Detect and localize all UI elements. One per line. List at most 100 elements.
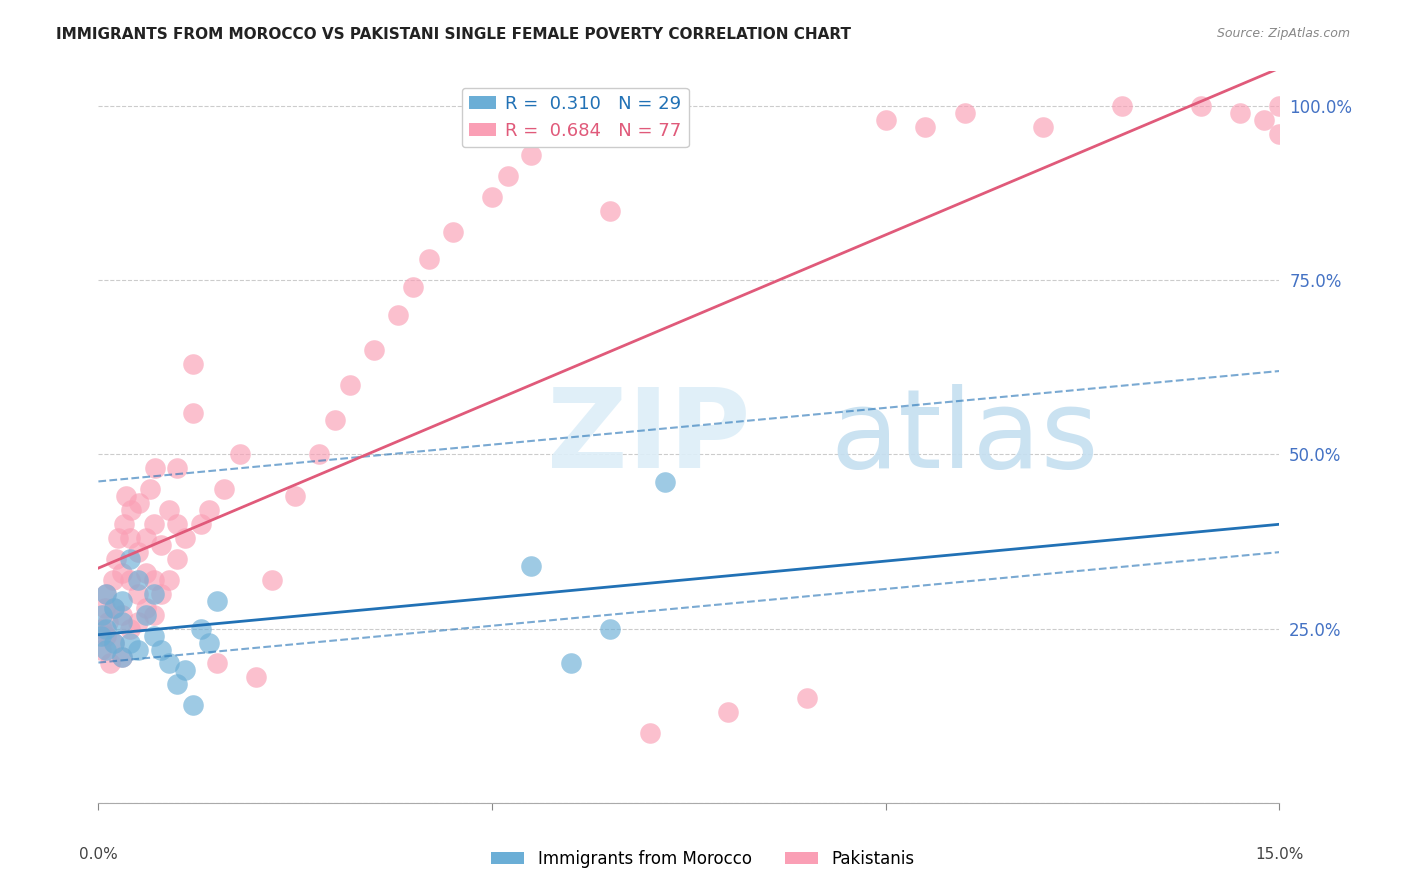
Point [103,600,125,615]
Point [111,649,134,664]
Point [418,252,440,267]
Point [1032,120,1054,134]
Point [127,573,149,587]
Point [190,517,212,532]
Point [560,657,582,671]
Point [135,531,157,545]
Point [127,587,149,601]
Point [260,573,283,587]
Text: IMMIGRANTS FROM MOROCCO VS PAKISTANI SINGLE FEMALE POVERTY CORRELATION CHART: IMMIGRANTS FROM MOROCCO VS PAKISTANI SIN… [56,27,851,42]
Point [118,622,141,636]
Point [118,573,141,587]
Point [142,587,165,601]
Point [103,635,125,649]
Point [496,169,519,183]
Point [135,600,157,615]
Point [91,607,114,622]
Point [135,566,157,580]
Point [142,573,165,587]
Text: Source: ZipAtlas.com: Source: ZipAtlas.com [1216,27,1350,40]
Point [101,573,124,587]
Point [599,203,621,218]
Point [205,594,228,608]
Legend: R =  0.310   N = 29, R =  0.684   N = 77: R = 0.310 N = 29, R = 0.684 N = 77 [461,87,689,147]
Point [560,127,582,141]
Point [205,657,228,671]
Point [103,600,125,615]
Point [143,461,166,475]
Point [142,607,165,622]
Point [91,622,114,636]
Point [953,106,976,120]
Point [166,517,188,532]
Point [1268,127,1291,141]
Text: atlas: atlas [831,384,1099,491]
Point [1229,106,1251,120]
Point [128,496,150,510]
Point [599,622,621,636]
Point [90,642,112,657]
Point [717,705,740,719]
Text: 15.0%: 15.0% [1256,847,1303,862]
Point [104,552,127,566]
Point [111,566,134,580]
Point [181,357,204,371]
Point [135,607,157,622]
Point [1111,99,1133,113]
Point [157,573,180,587]
Point [157,503,180,517]
Point [520,148,543,162]
Point [118,635,141,649]
Point [150,538,173,552]
Point [97,615,120,629]
Point [111,607,134,622]
Point [90,629,112,643]
Point [127,545,149,559]
Point [166,677,188,691]
Point [150,642,173,657]
Point [111,615,134,629]
Point [638,726,661,740]
Point [112,517,135,532]
Point [363,343,385,357]
Point [142,517,165,532]
Point [96,622,118,636]
Point [96,587,118,601]
Text: 0.0%: 0.0% [79,847,118,862]
Point [654,475,676,490]
Point [796,691,818,706]
Point [111,649,134,664]
Point [441,225,464,239]
Point [127,615,149,629]
Point [174,664,197,678]
Point [174,531,197,545]
Point [214,483,236,497]
Text: ZIP: ZIP [547,384,751,491]
Point [115,489,138,503]
Point [166,461,188,475]
Point [229,448,252,462]
Point [1253,113,1275,128]
Point [166,552,188,566]
Point [98,657,121,671]
Point [96,587,118,601]
Point [96,642,118,657]
Point [127,642,149,657]
Point [121,503,143,517]
Point [308,448,330,462]
Point [150,587,173,601]
Point [481,190,503,204]
Point [387,308,409,322]
Point [875,113,897,128]
Point [157,657,180,671]
Point [93,600,115,615]
Point [197,635,219,649]
Point [138,483,160,497]
Point [103,635,125,649]
Point [142,629,165,643]
Point [118,552,141,566]
Point [323,412,346,426]
Point [197,503,219,517]
Point [1268,99,1291,113]
Point [181,698,204,713]
